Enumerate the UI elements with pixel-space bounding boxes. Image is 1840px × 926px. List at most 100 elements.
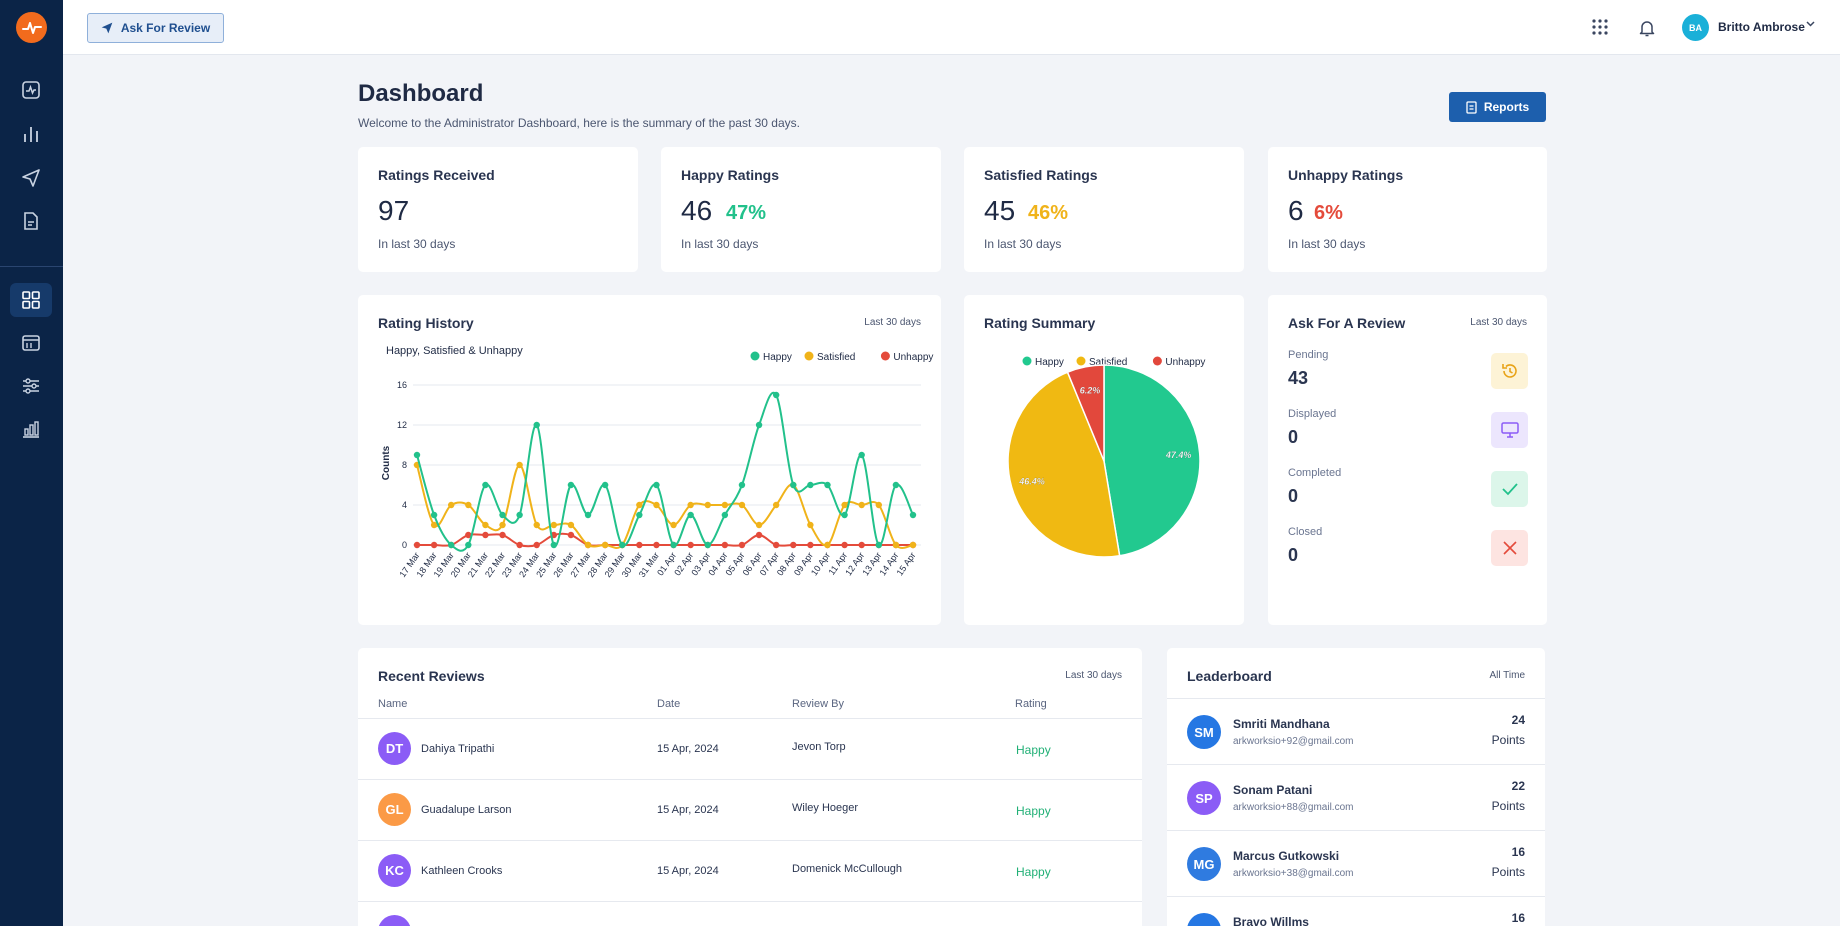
leaderboard-row[interactable]: MG Marcus Gutkowski arkworksio+38@gmail.…: [1167, 830, 1545, 896]
apps-grid-icon[interactable]: [1592, 19, 1608, 35]
send-icon: [101, 22, 113, 34]
stat-subtitle: In last 30 days: [984, 237, 1062, 251]
leader-points-label: Points: [1491, 733, 1525, 747]
column-header-review-by[interactable]: Review By: [792, 698, 844, 710]
page-title: Dashboard: [358, 80, 484, 107]
table-row[interactable]: GL Guadalupe Larson 15 Apr, 2024 Wiley H…: [358, 779, 1142, 840]
review-by: Wiley Hoeger: [792, 802, 859, 814]
reviewer-name: Dahiya Tripathi: [421, 743, 495, 755]
column-header-rating[interactable]: Rating: [1015, 698, 1047, 710]
monitor-icon: [1500, 422, 1519, 438]
avatar: GL: [378, 793, 411, 826]
series-line-happy: [416, 391, 914, 552]
data-point-satisfied: [892, 541, 900, 549]
activity-icon: [22, 81, 40, 99]
leader-name: Smriti Mandhana: [1233, 717, 1330, 731]
pending-status: [1491, 353, 1528, 389]
bell-icon[interactable]: [1639, 19, 1655, 37]
leaderboard-row[interactable]: SP Sonam Patani arkworksio+88@gmail.com …: [1167, 764, 1545, 830]
avatar: SM: [1187, 715, 1221, 749]
table-row[interactable]: [358, 901, 1142, 926]
data-point-happy: [790, 481, 797, 489]
data-point-satisfied: [653, 501, 660, 509]
data-point-satisfied: [738, 501, 746, 509]
sidebar-item-settings[interactable]: [10, 369, 52, 403]
data-point-unhappy: [687, 541, 694, 549]
bar-chart-icon: [24, 127, 38, 142]
data-point-happy: [875, 541, 882, 549]
legend-marker-unhappy: [880, 351, 890, 361]
data-point-happy: [841, 511, 848, 519]
data-point-unhappy: [413, 541, 421, 549]
legend-marker-happy: [1022, 356, 1032, 366]
layout-icon: [22, 335, 40, 351]
data-point-unhappy: [841, 541, 848, 549]
stat-value: 46: [681, 195, 713, 226]
user-name[interactable]: Britto Ambrose: [1718, 20, 1805, 34]
displayed-label: Displayed: [1288, 408, 1337, 420]
sliders-icon: [23, 378, 39, 394]
legend-label-unhappy: Unhappy: [1165, 357, 1205, 368]
data-point-satisfied: [807, 521, 814, 529]
data-point-satisfied: [841, 501, 848, 509]
data-point-satisfied: [909, 541, 917, 549]
sidebar-item-dashboard[interactable]: [10, 283, 52, 317]
avatar: KC: [378, 854, 411, 887]
leader-points: 16: [1511, 911, 1525, 925]
reviewer-name: Guadalupe Larson: [421, 804, 512, 816]
legend-label-happy: Happy: [763, 352, 792, 363]
table-row[interactable]: KC Kathleen Crooks 15 Apr, 2024 Domenick…: [358, 840, 1142, 901]
column-header-name[interactable]: Name: [378, 698, 408, 710]
completed-status: [1491, 471, 1528, 507]
ask-review-card: Ask For A Review Last 30 days Pending 43…: [1268, 295, 1547, 625]
sidebar-item-layout[interactable]: [10, 326, 52, 360]
legend-label-happy: Happy: [1035, 357, 1064, 368]
report-chart-icon: [23, 421, 39, 438]
data-point-happy: [533, 421, 540, 429]
data-point-unhappy: [858, 541, 865, 549]
period-label: Last 30 days: [864, 317, 921, 328]
review-rating: Happy: [1016, 804, 1051, 818]
reports-button[interactable]: Reports: [1449, 92, 1546, 122]
sidebar-item-send[interactable]: [10, 161, 52, 195]
closed-label: Closed: [1288, 526, 1323, 538]
stat-percent: 46%: [1028, 202, 1069, 224]
sidebar-item-documents[interactable]: [10, 204, 52, 238]
avatar: BW: [1187, 913, 1221, 926]
data-point-happy: [550, 541, 558, 549]
avatar: SP: [1187, 781, 1221, 815]
stat-value: 45: [984, 195, 1016, 226]
sidebar-item-activity[interactable]: [10, 73, 52, 107]
data-point-unhappy: [533, 541, 540, 549]
data-point-happy: [755, 421, 763, 429]
sidebar-item-analytics[interactable]: [10, 117, 52, 151]
sidebar-item-reports[interactable]: [10, 412, 52, 446]
check-icon: [1501, 483, 1518, 496]
leaderboard-row[interactable]: SM Smriti Mandhana arkworksio+92@gmail.c…: [1167, 698, 1545, 764]
chevron-down-icon[interactable]: [1806, 21, 1815, 27]
leader-email: arkworksio+38@gmail.com: [1233, 868, 1354, 879]
legend-marker-satisfied: [1076, 356, 1086, 366]
dashboard-grid-icon: [22, 291, 40, 309]
user-avatar[interactable]: BA: [1682, 14, 1709, 41]
data-point-satisfied: [875, 501, 882, 509]
report-icon: [1466, 100, 1477, 114]
legend-label-satisfied: Satisfied: [817, 352, 855, 363]
card-title: Recent Reviews: [378, 668, 485, 684]
completed-value: 0: [1288, 486, 1299, 506]
recent-reviews-card: Recent Reviews Last 30 days Name Date Re…: [358, 648, 1142, 926]
table-row[interactable]: DT Dahiya Tripathi 15 Apr, 2024 Jevon To…: [358, 718, 1142, 779]
period-label: Last 30 days: [1470, 317, 1527, 328]
leader-points: 16: [1511, 845, 1525, 859]
ask-for-review-button[interactable]: Ask For Review: [87, 13, 224, 43]
leaderboard-row[interactable]: BW Bravo Willms 16: [1167, 896, 1545, 926]
leader-name: Marcus Gutkowski: [1233, 849, 1340, 863]
app-logo[interactable]: [16, 12, 47, 43]
closed-value: 0: [1288, 545, 1299, 565]
data-point-happy: [499, 511, 506, 519]
close-icon: [1502, 541, 1517, 555]
data-point-happy: [687, 511, 694, 519]
column-header-date[interactable]: Date: [657, 698, 681, 710]
pie-slice-satisfied: [1007, 371, 1121, 558]
y-tick-label: 4: [402, 500, 407, 510]
